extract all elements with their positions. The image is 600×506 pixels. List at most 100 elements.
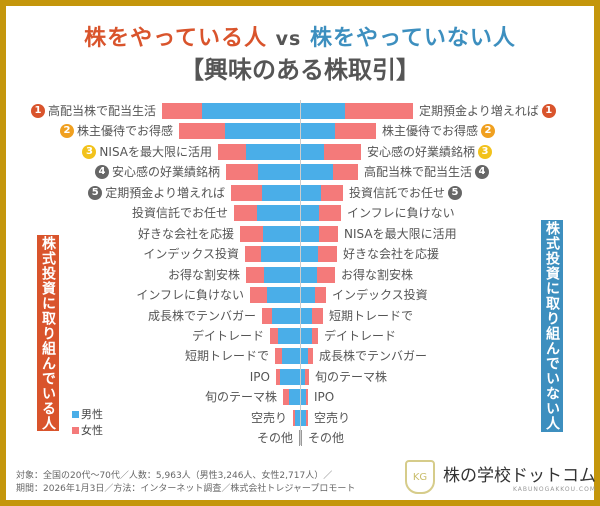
right-category-label: 旬のテーマ株 [315,369,387,385]
left-bar-female [245,246,261,263]
left-bar-female [162,103,202,119]
left-bar-male [264,266,300,283]
logo-name: 株の学校ドットコム [443,466,596,486]
right-bar-female [306,389,308,406]
chart-subtitle: 【興味のある株取引】 [180,56,420,84]
right-bar-male [301,307,312,324]
right-bar-female [312,327,318,344]
left-bar-female [270,327,278,344]
category-text: インフレに負けない [347,206,455,221]
side-label-investors: 株式投資に取り組んでいる人 [37,235,59,431]
left-bar-female [218,143,246,160]
left-bar-female [226,164,258,181]
left-category-label: デイトレード [192,328,264,344]
left-bar-male [272,307,300,324]
legend: 男性 女性 [72,407,103,439]
rank-5-badge: 5 [88,185,103,200]
right-category-label: 投資信託でお任せ 5 [349,185,465,201]
left-category-label: その他 [257,430,293,446]
left-bar-female [262,307,272,324]
left-category-label: 空売り [251,410,287,426]
right-category-label: インフレに負けない [347,205,455,221]
left-bar-male [299,430,300,447]
category-text: 旬のテーマ株 [315,369,388,384]
left-bar-male [295,409,300,426]
side-label-non-investors: 株式投資に取り組んでいない人 [541,220,563,432]
right-category-label: 株主優待でお得感 2 [382,123,498,139]
left-bar-female [231,184,262,201]
right-category-label: 安心感の好業績銘柄 3 [367,144,495,160]
category-text: 短期トレードで [329,308,414,323]
footnote: 対象：全国の20代〜70代／人数：5,963人（男性3,246人、女性2,717… [16,470,355,496]
left-bar-male [261,246,300,263]
right-bar-male [301,103,345,119]
right-bar-female [324,143,361,160]
right-bar-female [318,246,337,263]
right-category-label: 好きな会社を応援 [343,246,439,262]
center-axis [300,100,301,445]
title-investors: 株をやっている人 [84,26,267,51]
category-text: 成長株でテンバガー [147,308,256,323]
left-bar-male [257,205,300,222]
right-bar-male [301,143,324,160]
category-text: 投資信託でお任せ [131,206,228,221]
left-category-label: IPO [250,369,270,385]
category-text: 定期預金より増えれば [419,104,539,118]
category-text: インフレに負けない [136,288,244,303]
rank-4-badge: 4 [475,165,490,180]
right-bar-male [301,430,302,447]
left-bar-male [263,225,300,242]
left-bar-female [240,225,263,242]
category-text: NISAを最大限に活用 [99,144,212,159]
left-bar-female [283,389,289,406]
rank-3-badge: 3 [478,144,493,159]
left-category-label: 5 定期預金より増えれば [85,185,225,201]
right-category-label: 定期預金より増えれば 1 [419,103,559,119]
right-bar-female [345,103,413,119]
right-bar-male [301,184,321,201]
right-bar-female [306,409,308,426]
male-swatch [72,411,79,418]
category-text: 安心感の好業績銘柄 [367,144,476,159]
right-bar-female [308,348,313,365]
category-text: 安心感の好業績銘柄 [111,165,220,180]
right-category-label: 成長株でテンバガー [319,348,427,364]
right-bar-male [301,368,305,385]
left-bar-female [246,266,264,283]
left-bar-male [280,368,300,385]
left-bar-male [267,287,300,304]
right-category-label: 短期トレードで [329,308,413,324]
female-swatch [72,427,79,434]
left-bar-female [234,205,257,222]
left-category-label: インフレに負けない [136,287,244,303]
category-text: デイトレード [324,328,397,343]
right-category-label: 高配当株で配当生活 4 [364,164,492,180]
rank-1-badge: 1 [541,104,556,118]
category-text: 株主優待でお得感 [76,124,173,139]
right-bar-female [317,266,335,283]
right-category-label: インデックス投資 [332,287,428,303]
right-bar-male [301,123,335,140]
footnote-line-1: 対象：全国の20代〜70代／人数：5,963人（男性3,246人、女性2,717… [16,471,333,481]
left-category-label: インデックス投資 [143,246,239,262]
category-text: 定期預金より増えれば [105,185,225,200]
category-text: インデックス投資 [332,288,428,303]
right-bar-female [335,123,376,140]
left-bar-female [275,348,282,365]
right-bar-male [301,287,315,304]
right-category-label: NISAを最大限に活用 [344,226,457,242]
category-text: IPO [314,390,335,405]
logo: KG 株の学校ドットコム KABUNOGAKKOU.COM [405,460,596,494]
right-bar-female [315,287,326,304]
category-text: 旬のテーマ株 [204,390,277,405]
legend-male-label: 男性 [81,408,103,421]
logo-url: KABUNOGAKKOU.COM [512,486,596,493]
left-category-label: 好きな会社を応援 [138,226,234,242]
chart-title: 株をやっている人 vs 株をやっていない人 [0,20,600,52]
right-bar-male [301,205,319,222]
left-category-label: 1 高配当株で配当生活 [28,103,156,119]
right-bar-male [301,348,308,365]
right-bar-male [301,389,306,406]
right-bar-female [319,205,341,222]
category-text: デイトレード [191,328,264,343]
